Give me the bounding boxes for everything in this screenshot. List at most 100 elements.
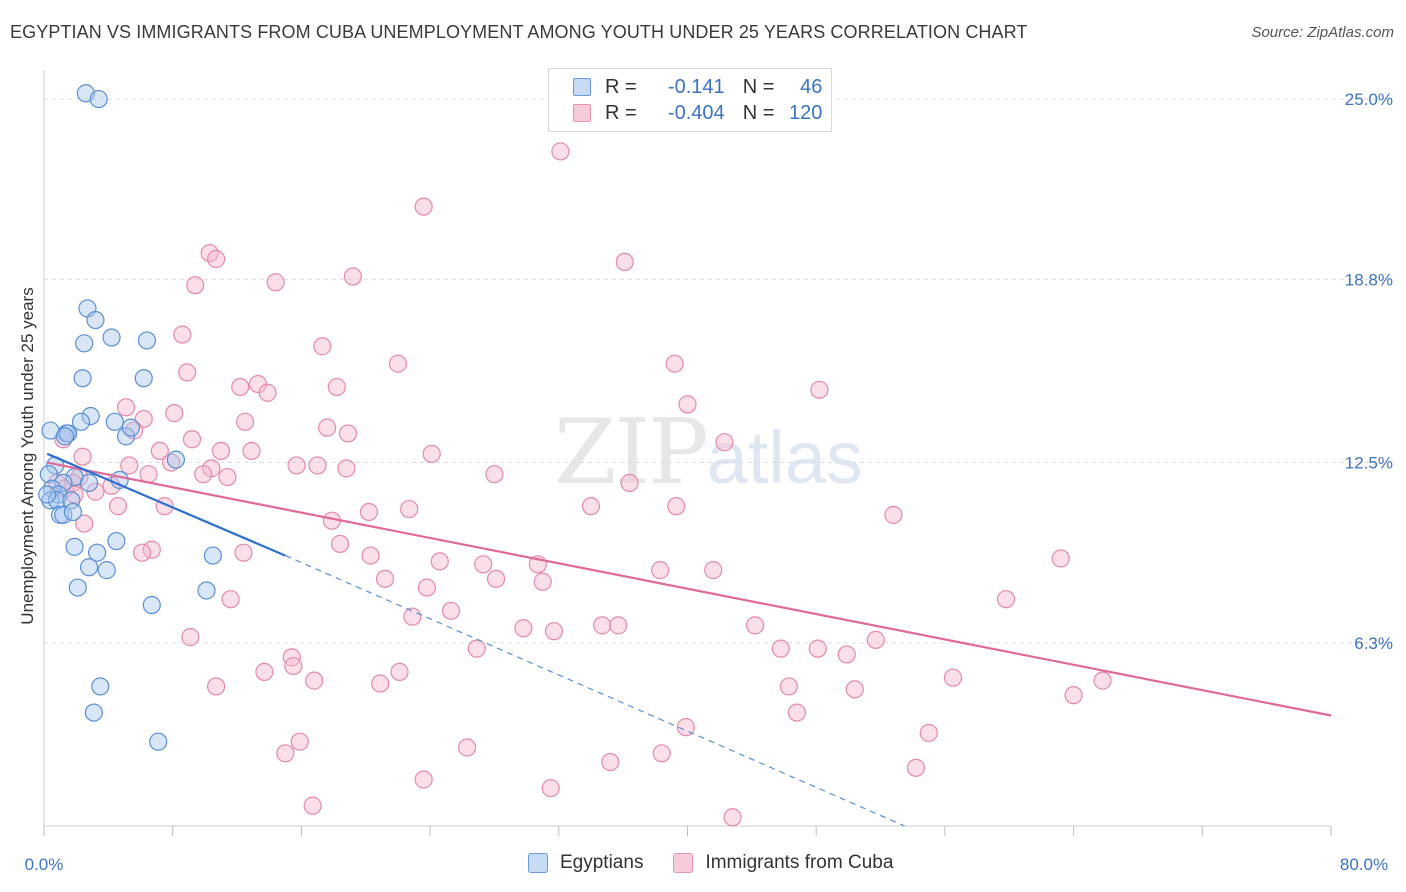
data-point-cuba [779,677,798,696]
data-point-cuba [207,677,226,696]
y-axis-label: Unemployment Among Youth under 25 years [18,287,37,625]
data-point-cuba [430,552,449,571]
data-point-cuba [54,430,73,449]
data-point-egyptians [134,369,153,388]
data-point-egyptians [203,546,223,565]
series-legend-cuba[interactable]: Immigrants from Cuba [673,852,893,874]
x-tick-label: 0.0% [25,855,64,874]
data-point-cuba [327,377,346,397]
data-point-cuba [810,380,829,399]
legend-row-cuba: R = -0.404 N = 120 [573,100,822,126]
legend-swatch-pink [673,853,694,873]
data-point-cuba [211,441,231,461]
data-point-cuba [1093,671,1112,690]
data-point-cuba [108,497,128,516]
data-point-egyptians [59,424,78,443]
data-point-cuba [866,630,885,650]
data-point-cuba [458,738,477,757]
data-point-cuba [303,796,322,815]
data-point-egyptians [107,531,126,551]
data-point-egyptians [166,450,186,469]
x-tick-label: 80.0% [1340,855,1388,874]
data-point-cuba [318,418,337,437]
data-point-egyptians [41,491,60,510]
chart-source: Source: ZipAtlas.com [1251,24,1394,41]
data-point-cuba [417,578,436,597]
data-point-cuba [723,808,742,827]
data-point-cuba [581,497,601,516]
data-point-cuba [667,497,686,516]
legend-r-label: R = [605,75,637,98]
data-point-cuba [165,404,184,423]
legend-swatch-blue [573,78,591,96]
data-point-cuba [182,430,202,449]
data-point-cuba [343,267,362,286]
data-point-cuba [676,718,695,737]
data-point-cuba [609,616,628,635]
trend-line-cuba [47,461,1332,717]
chart-title: EGYPTIAN VS IMMIGRANTS FROM CUBA UNEMPLO… [10,22,1028,42]
legend-swatch-blue [528,853,548,873]
data-point-cuba [996,590,1016,609]
legend-swatch-pink [573,104,591,122]
y-tick-label: 18.8% [1345,270,1393,289]
series-legend: Egyptians Immigrants from Cuba [528,852,923,874]
data-point-cuba [422,444,441,463]
data-point-cuba [178,363,197,382]
legend-r-label: R = [605,101,637,124]
data-point-cuba [150,441,169,461]
data-point-cuba [467,639,486,658]
y-tick-label: 6.3% [1354,634,1393,653]
data-point-egyptians [102,328,121,347]
data-point-cuba [665,354,684,373]
data-point-cuba [704,561,723,580]
data-point-cuba [1064,686,1083,705]
series-cuba-points [47,142,1112,827]
watermark-zip: ZIP [554,400,709,505]
data-point-egyptians [84,703,103,722]
data-point-cuba [305,671,324,690]
data-point-cuba [313,337,332,356]
data-point-egyptians [149,732,168,751]
data-point-cuba [715,433,734,452]
data-point-egyptians [142,595,161,615]
data-point-cuba [234,543,253,562]
correlation-legend: R = -0.141 N = 46 R = -0.404 N = 120 [548,68,832,132]
y-tick-label: 12.5% [1345,454,1393,473]
data-point-cuba [884,505,903,524]
data-point-cuba [414,770,433,789]
data-point-egyptians [86,310,105,330]
data-point-cuba [943,668,963,687]
watermark: ZIPatlas [554,400,863,505]
series-legend-egyptians[interactable]: Egyptians [528,852,643,874]
data-point-cuba [134,409,153,429]
data-point-egyptians [73,369,92,388]
data-point-cuba [371,674,390,693]
data-point-cuba [231,377,250,397]
legend-n-label: N = [742,101,775,124]
data-point-egyptians [81,406,100,426]
data-point-cuba [359,502,379,522]
data-point-cuba [258,383,277,402]
legend-r-value: -0.141 [667,75,725,98]
data-point-cuba [361,546,380,565]
legend-n-label: N = [742,75,775,98]
data-point-cuba [400,499,419,519]
data-point-egyptians [54,473,73,492]
data-point-cuba [181,627,200,647]
tick-labels: 6.3% 12.5% 18.8% 25.0% 0.0% 80.0% [25,90,1393,874]
data-point-cuba [133,543,152,562]
data-point-egyptians [89,89,108,109]
data-point-cuba [533,572,552,591]
legend-n-value: 46 [800,75,823,98]
data-point-cuba [116,398,136,417]
data-point-cuba [242,441,261,461]
data-point-cuba [194,465,213,484]
data-point-cuba [771,639,790,658]
series-legend-label: Immigrants from Cuba [705,852,894,873]
data-point-cuba [414,197,433,216]
data-point-cuba [375,569,395,588]
data-point-cuba [255,662,274,681]
data-point-cuba [266,273,285,292]
